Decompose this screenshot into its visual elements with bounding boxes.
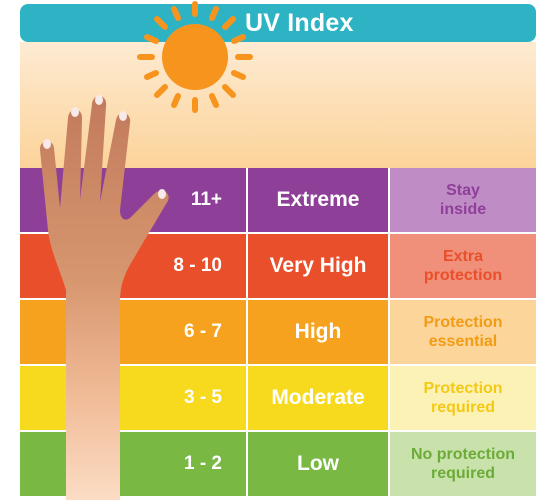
- uv-advice-line: essential: [428, 333, 498, 350]
- uv-level-label: High: [294, 320, 342, 343]
- uv-color-band: 1 - 2: [20, 432, 246, 496]
- uv-level-cell: Very High: [248, 234, 388, 298]
- uv-advice-cell: Protection required: [390, 366, 536, 430]
- uv-level-row: 1 - 2 Low No protection required: [20, 432, 536, 496]
- uv-level-cell: High: [248, 300, 388, 364]
- uv-range-value: 6 - 7: [183, 321, 222, 342]
- uv-advice-text: Protection essential: [390, 300, 536, 364]
- uv-advice-line: required: [430, 399, 495, 416]
- uv-advice-line: protection: [423, 267, 503, 284]
- uv-advice-line: No protection: [411, 446, 515, 463]
- uv-advice-text: No protection required: [390, 432, 536, 496]
- uv-level-row: 3 - 5 Moderate Protection required: [20, 366, 536, 430]
- uv-range-value: 11+: [190, 189, 222, 210]
- uv-level-row: 11+ Extreme Stay inside: [20, 168, 536, 232]
- uv-advice-cell: Protection essential: [390, 300, 536, 364]
- uv-advice-text: Stay inside: [390, 168, 536, 232]
- uv-advice-line: Protection: [423, 380, 503, 397]
- uv-color-band: 3 - 5: [20, 366, 246, 430]
- uv-level-cell: Low: [248, 432, 388, 496]
- uv-level-label: Moderate: [271, 386, 365, 409]
- uv-advice-line: Stay: [446, 182, 480, 199]
- uv-level-cell: Extreme: [248, 168, 388, 232]
- uv-level-cell: Moderate: [248, 366, 388, 430]
- uv-advice-line: Extra: [442, 248, 484, 265]
- uv-advice-text: Protection required: [390, 366, 536, 430]
- uv-level-label: Extreme: [276, 188, 360, 211]
- uv-range-value: 3 - 5: [183, 387, 222, 408]
- sun-icon: [137, 1, 253, 113]
- uv-range-value: 1 - 2: [183, 453, 222, 474]
- uv-advice-cell: Stay inside: [390, 168, 536, 232]
- uv-advice-line: required: [430, 465, 495, 482]
- uv-advice-cell: Extra protection: [390, 234, 536, 298]
- uv-advice-line: Protection: [423, 314, 503, 331]
- uv-advice-cell: No protection required: [390, 432, 536, 496]
- uv-advice-text: Extra protection: [390, 234, 536, 298]
- uv-level-row: 6 - 7 High Protection essential: [20, 300, 536, 364]
- title-bar: [20, 4, 536, 42]
- hand-illustration: [39, 95, 169, 500]
- uv-range-value: 8 - 10: [173, 255, 222, 276]
- uv-level-label: Very High: [269, 254, 367, 277]
- uv-advice-line: inside: [439, 201, 487, 218]
- uv-level-label: Low: [297, 452, 339, 475]
- page-title: UV Index: [245, 9, 354, 37]
- uv-color-band: 6 - 7: [20, 300, 246, 364]
